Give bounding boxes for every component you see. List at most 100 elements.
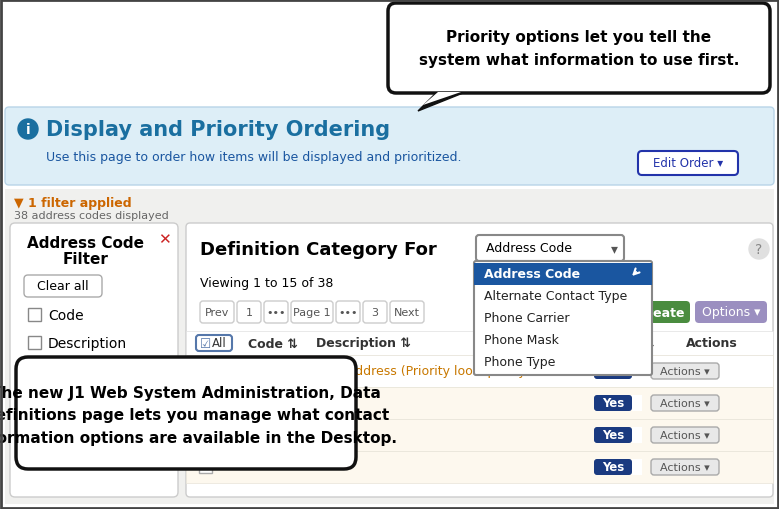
FancyBboxPatch shape xyxy=(24,275,102,297)
Polygon shape xyxy=(423,93,461,106)
Text: Priority options let you tell the
system what information to use first.: Priority options let you tell the system… xyxy=(419,31,739,68)
Text: Clear all: Clear all xyxy=(37,280,89,293)
Text: Filter: Filter xyxy=(63,252,109,267)
Text: •••: ••• xyxy=(338,307,358,318)
Text: The new J1 Web System Administration, Data
Definitions page lets you manage what: The new J1 Web System Administration, Da… xyxy=(0,385,397,445)
FancyBboxPatch shape xyxy=(390,301,424,323)
FancyBboxPatch shape xyxy=(16,357,356,469)
Text: ☑: ☑ xyxy=(200,337,211,350)
Text: Actions ▾: Actions ▾ xyxy=(660,366,710,376)
Text: Actions ▾: Actions ▾ xyxy=(660,430,710,440)
Text: ?: ? xyxy=(756,242,763,257)
FancyBboxPatch shape xyxy=(651,459,719,475)
Text: *HB: *HB xyxy=(238,397,263,410)
Bar xyxy=(632,427,642,443)
Text: Active: Active xyxy=(48,364,91,378)
Bar xyxy=(199,396,212,409)
Text: Edit Order ▾: Edit Order ▾ xyxy=(653,157,723,170)
Text: Phone Carrier: Phone Carrier xyxy=(484,312,569,325)
Text: ▾: ▾ xyxy=(611,242,618,256)
Bar xyxy=(632,395,642,411)
Text: All: All xyxy=(212,337,227,350)
Circle shape xyxy=(749,240,769,260)
Text: *CUR: *CUR xyxy=(238,365,271,378)
Text: Use this page to order how items will be displayed and prioritized.: Use this page to order how items will be… xyxy=(46,151,461,164)
Text: Actions: Actions xyxy=(686,337,738,350)
Bar xyxy=(186,355,773,387)
Bar xyxy=(28,336,41,349)
Bar xyxy=(199,428,212,441)
Text: Page 1: Page 1 xyxy=(293,307,331,318)
Text: Alternate Contact Type: Alternate Contact Type xyxy=(484,290,627,303)
Text: ✓: ✓ xyxy=(30,366,39,376)
Bar xyxy=(632,459,642,475)
FancyBboxPatch shape xyxy=(388,4,770,94)
Text: Address Code: Address Code xyxy=(484,268,580,281)
FancyBboxPatch shape xyxy=(237,301,261,323)
Text: Actions ▾: Actions ▾ xyxy=(660,398,710,408)
Text: •••: ••• xyxy=(266,307,286,318)
FancyBboxPatch shape xyxy=(336,301,360,323)
Text: Prev: Prev xyxy=(205,307,229,318)
Text: Code: Code xyxy=(48,308,83,322)
Text: 1: 1 xyxy=(245,307,252,318)
Bar xyxy=(186,331,773,355)
Text: Yes: Yes xyxy=(602,397,624,410)
FancyBboxPatch shape xyxy=(196,335,232,351)
Text: 🔒: 🔒 xyxy=(272,397,280,410)
Text: Options ▾: Options ▾ xyxy=(702,306,760,319)
Text: Address Code: Address Code xyxy=(27,236,144,251)
FancyBboxPatch shape xyxy=(186,223,773,497)
Text: Code ⇅: Code ⇅ xyxy=(248,337,298,350)
Text: ▼ 1 filter applied: ▼ 1 filter applied xyxy=(14,197,132,210)
Bar xyxy=(186,419,773,451)
FancyBboxPatch shape xyxy=(651,363,719,379)
FancyBboxPatch shape xyxy=(363,301,387,323)
FancyBboxPatch shape xyxy=(264,301,288,323)
FancyBboxPatch shape xyxy=(28,383,113,405)
FancyBboxPatch shape xyxy=(594,395,632,411)
Text: Current Address (Priority lookup only!): Current Address (Priority lookup only!) xyxy=(296,365,536,378)
FancyBboxPatch shape xyxy=(651,427,719,443)
Text: Actions ▾: Actions ▾ xyxy=(660,462,710,472)
Text: Yes   ▾: Yes ▾ xyxy=(51,388,90,401)
Text: Phone Mask: Phone Mask xyxy=(484,334,559,347)
Circle shape xyxy=(18,120,38,140)
FancyBboxPatch shape xyxy=(291,301,333,323)
Text: Yes: Yes xyxy=(602,365,624,378)
Text: 🔒: 🔒 xyxy=(272,365,280,378)
FancyBboxPatch shape xyxy=(5,108,774,186)
FancyBboxPatch shape xyxy=(638,152,738,176)
FancyBboxPatch shape xyxy=(594,459,632,475)
Text: Active ⇅: Active ⇅ xyxy=(596,337,654,350)
Bar xyxy=(474,264,652,286)
Polygon shape xyxy=(418,94,463,112)
FancyBboxPatch shape xyxy=(594,427,632,443)
Text: Phone Type: Phone Type xyxy=(484,356,555,369)
Bar xyxy=(186,387,773,419)
Text: 38 address codes displayed: 38 address codes displayed xyxy=(14,211,169,220)
FancyBboxPatch shape xyxy=(651,395,719,411)
FancyBboxPatch shape xyxy=(476,236,624,262)
Text: Viewing 1 to 15 of 38: Viewing 1 to 15 of 38 xyxy=(200,277,333,290)
FancyBboxPatch shape xyxy=(618,301,690,323)
FancyBboxPatch shape xyxy=(695,301,767,323)
Bar xyxy=(199,364,212,377)
Bar xyxy=(5,190,774,504)
Bar xyxy=(28,364,41,377)
Bar xyxy=(199,460,212,473)
Text: Next: Next xyxy=(394,307,420,318)
Text: Yes: Yes xyxy=(602,461,624,473)
Text: Yes: Yes xyxy=(602,429,624,442)
FancyBboxPatch shape xyxy=(474,262,652,375)
Bar xyxy=(632,363,642,379)
Text: Definition Category For: Definition Category For xyxy=(200,241,437,259)
Text: i: i xyxy=(26,123,30,137)
Text: Description: Description xyxy=(48,336,127,350)
Text: Display and Priority Ordering: Display and Priority Ordering xyxy=(46,120,390,140)
Text: Address Code: Address Code xyxy=(486,242,572,255)
FancyBboxPatch shape xyxy=(200,301,234,323)
Bar xyxy=(28,308,41,321)
Text: Description ⇅: Description ⇅ xyxy=(316,337,411,350)
FancyBboxPatch shape xyxy=(10,223,178,497)
